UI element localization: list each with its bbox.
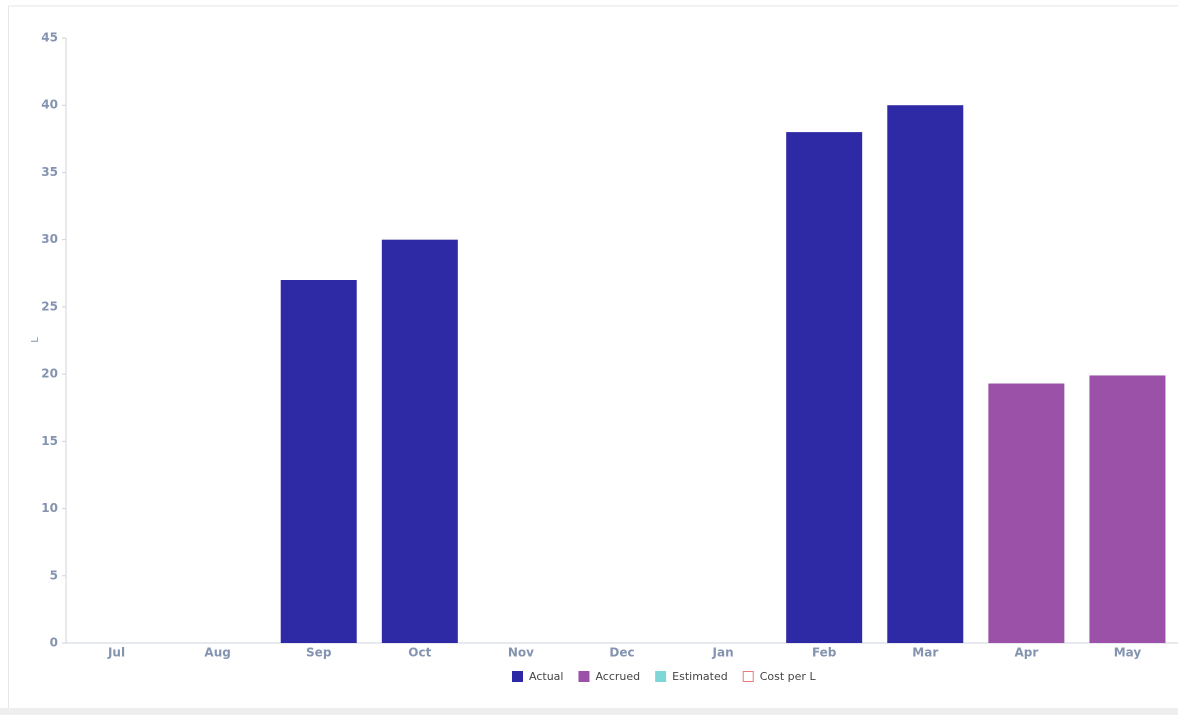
y-tick-label: 10 — [41, 501, 58, 515]
y-tick-label: 35 — [41, 165, 58, 179]
legend-label: Accrued — [595, 670, 640, 683]
x-tick-label: Jan — [712, 646, 734, 660]
footer-band — [0, 708, 1178, 715]
legend-swatch — [512, 671, 523, 682]
bar — [988, 383, 1065, 643]
bar — [1089, 375, 1166, 643]
x-tick-label: Apr — [1014, 646, 1038, 660]
x-tick-label: Feb — [812, 646, 837, 660]
y-tick-label: 30 — [41, 232, 58, 246]
x-tick-label: Aug — [204, 646, 230, 660]
y-axis-title: L — [30, 337, 41, 343]
y-tick-label: 40 — [41, 98, 58, 112]
y-tick-label: 45 — [41, 31, 58, 45]
bar — [381, 239, 458, 643]
x-tick-label: Sep — [306, 646, 332, 660]
x-tick-label: Nov — [508, 646, 534, 660]
y-tick-label: 0 — [50, 636, 58, 650]
y-tick-label: 15 — [41, 434, 58, 448]
legend-swatch — [655, 671, 667, 682]
legend-label: Actual — [529, 670, 563, 683]
legend-swatch — [578, 671, 590, 682]
legend-label: Cost per L — [760, 670, 817, 683]
y-tick-label: 20 — [41, 367, 58, 381]
bar — [887, 105, 964, 643]
x-tick-label: May — [1114, 646, 1142, 660]
y-tick-label: 5 — [50, 568, 58, 582]
legend-swatch — [742, 671, 754, 682]
y-tick-label: 25 — [41, 299, 58, 313]
bar — [280, 280, 357, 643]
x-tick-label: Dec — [609, 646, 634, 660]
legend-label: Estimated — [672, 670, 728, 683]
bar — [786, 132, 863, 643]
x-tick-label: Jul — [107, 646, 125, 660]
x-tick-label: Mar — [912, 646, 938, 660]
x-tick-label: Oct — [408, 646, 431, 660]
